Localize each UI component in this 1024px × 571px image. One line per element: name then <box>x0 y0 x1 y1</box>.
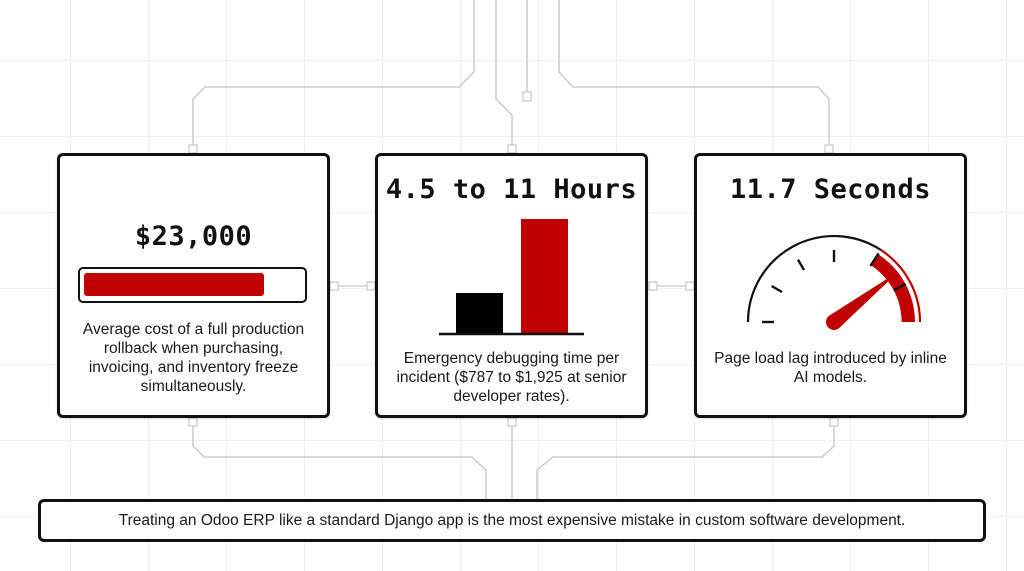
trace-pad <box>648 281 658 291</box>
trace-pad <box>685 281 695 291</box>
stat-headline: $23,000 <box>134 221 253 252</box>
gauge-needle <box>826 277 890 330</box>
trace-pad <box>188 144 198 154</box>
trace-pad <box>188 417 198 427</box>
cost-progress-bar <box>78 267 307 303</box>
trace-top-right <box>558 0 830 148</box>
stat-card-rollback-cost: $23,000 Average cost of a full productio… <box>57 153 330 418</box>
trace-pad <box>829 417 839 427</box>
trace-pad <box>824 144 834 154</box>
trace-pad <box>366 281 376 291</box>
bar-chart-icon <box>439 219 584 336</box>
summary-text: Treating an Odoo ERP like a standard Dja… <box>118 511 906 529</box>
stat-headline: 11.7 Seconds <box>729 174 932 205</box>
trace-bottom-left <box>192 424 487 499</box>
stat-card-page-load-lag: 11.7 Seconds Page load lag introduced by… <box>694 153 967 418</box>
stat-headline: 4.5 to 11 Hours <box>385 174 638 205</box>
stat-description: Emergency debugging time per incident ($… <box>396 350 627 405</box>
stat-description: Page load lag introduced by inline AI mo… <box>714 350 947 386</box>
trace-pad <box>522 91 532 102</box>
trace-bottom-right <box>536 424 835 499</box>
trace-pad <box>507 417 517 427</box>
stat-description: Average cost of a full production rollba… <box>82 321 305 395</box>
bar-high <box>521 219 568 333</box>
stat-card-debugging-time: 4.5 to 11 Hours Emergency debugging time… <box>375 153 648 418</box>
bar-low <box>456 293 503 333</box>
trace-top-center <box>495 0 513 148</box>
progress-fill <box>84 273 264 296</box>
trace-pad <box>329 281 339 291</box>
speedometer-gauge-icon <box>746 235 922 330</box>
trace-top-left <box>192 0 475 148</box>
summary-banner: Treating an Odoo ERP like a standard Dja… <box>38 499 986 542</box>
trace-pad <box>507 144 517 154</box>
